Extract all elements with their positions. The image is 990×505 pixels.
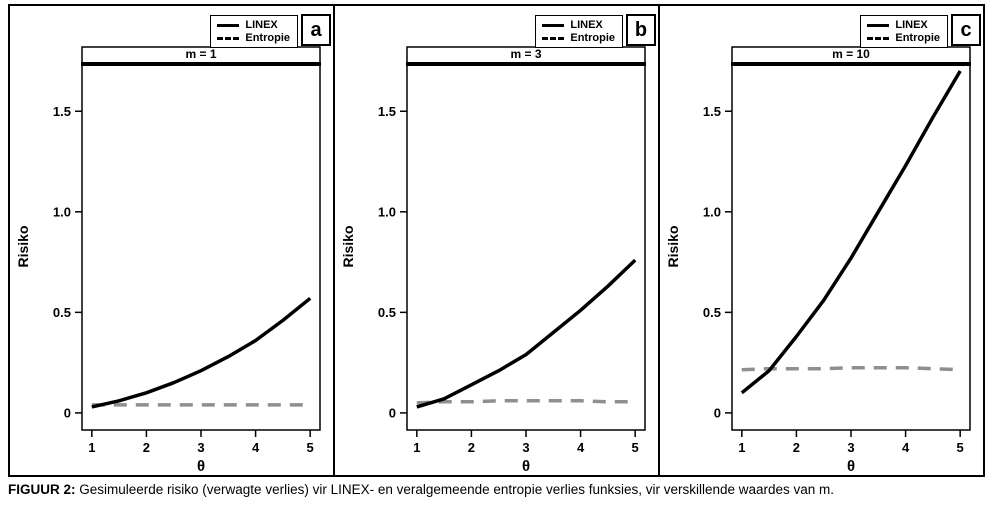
svg-text:1: 1 bbox=[738, 440, 745, 455]
svg-text:m = 3: m = 3 bbox=[510, 47, 541, 61]
legend-label: LINEX bbox=[570, 19, 603, 31]
svg-text:Risiko: Risiko bbox=[15, 225, 31, 267]
svg-text:Risiko: Risiko bbox=[665, 225, 681, 267]
svg-text:Risiko: Risiko bbox=[340, 225, 356, 267]
caption-text: Gesimuleerde risiko (verwagte verlies) v… bbox=[75, 482, 835, 497]
panel-b: m = 3 0 0.5 1.0 1.5 1 2 3 4 5 θ Risiko LINEX Entrop… bbox=[333, 6, 658, 475]
line-chart-m1: m = 1 0 0.5 1.0 1.5 1 2 3 4 5 θ Risiko bbox=[15, 46, 321, 475]
svg-text:θ: θ bbox=[197, 458, 205, 475]
legend-label: LINEX bbox=[895, 19, 928, 31]
svg-text:0: 0 bbox=[714, 405, 721, 420]
svg-text:1.5: 1.5 bbox=[703, 104, 721, 119]
svg-text:1.0: 1.0 bbox=[703, 204, 721, 219]
panel-c: m = 10 0 0.5 1.0 1.5 1 2 3 4 5 θ Risiko LINEX Entro… bbox=[658, 6, 983, 475]
legend-item-linex: LINEX bbox=[542, 19, 615, 31]
svg-text:0.5: 0.5 bbox=[703, 305, 721, 320]
svg-text:1: 1 bbox=[413, 440, 420, 455]
legend: LINEX Entropie bbox=[860, 15, 948, 48]
svg-text:5: 5 bbox=[632, 440, 639, 455]
svg-text:0.5: 0.5 bbox=[378, 305, 396, 320]
legend: LINEX Entropie bbox=[210, 15, 298, 48]
solid-line-icon bbox=[542, 23, 565, 27]
series-linex-line bbox=[740, 70, 962, 395]
svg-text:0.5: 0.5 bbox=[53, 305, 71, 320]
line-chart-m3: m = 3 0 0.5 1.0 1.5 1 2 3 4 5 θ Risiko bbox=[340, 46, 646, 475]
series-linex-line bbox=[416, 258, 637, 409]
svg-text:θ: θ bbox=[522, 458, 530, 475]
legend-item-linex: LINEX bbox=[867, 19, 940, 31]
legend-label: LINEX bbox=[245, 19, 278, 31]
svg-text:1.0: 1.0 bbox=[53, 204, 71, 219]
legend-label: Entropie bbox=[245, 32, 290, 44]
svg-text:1.5: 1.5 bbox=[53, 104, 71, 119]
dashed-line-icon bbox=[217, 36, 240, 40]
legend-item-entropie: Entropie bbox=[867, 32, 940, 44]
svg-text:0: 0 bbox=[389, 405, 396, 420]
solid-line-icon bbox=[867, 23, 890, 27]
svg-text:1.0: 1.0 bbox=[378, 204, 396, 219]
legend: LINEX Entropie bbox=[535, 15, 623, 48]
svg-text:2: 2 bbox=[468, 440, 475, 455]
svg-text:5: 5 bbox=[307, 440, 314, 455]
svg-text:4: 4 bbox=[902, 440, 910, 455]
svg-text:3: 3 bbox=[522, 440, 529, 455]
caption-label: FIGUUR 2: bbox=[8, 482, 76, 497]
figure-panels-box: m = 1 0 0.5 1.0 1.5 1 2 3 4 5 θ Risiko LINEX Entrop… bbox=[8, 4, 985, 477]
legend-label: Entropie bbox=[570, 32, 615, 44]
svg-text:4: 4 bbox=[252, 440, 260, 455]
panel-label-c: c bbox=[951, 14, 981, 46]
figure-caption: FIGUUR 2: Gesimuleerde risiko (verwagte … bbox=[8, 481, 985, 498]
solid-line-icon bbox=[217, 23, 240, 27]
legend-item-entropie: Entropie bbox=[542, 32, 615, 44]
dashed-line-icon bbox=[867, 36, 890, 40]
svg-text:3: 3 bbox=[847, 440, 854, 455]
svg-text:0: 0 bbox=[64, 405, 71, 420]
svg-text:4: 4 bbox=[577, 440, 585, 455]
series-entropie-line bbox=[416, 399, 636, 405]
series-entropie-line bbox=[741, 365, 961, 372]
panel-label-b: b bbox=[626, 14, 656, 46]
svg-text:1.5: 1.5 bbox=[378, 104, 396, 119]
svg-text:θ: θ bbox=[847, 458, 855, 475]
svg-text:5: 5 bbox=[957, 440, 964, 455]
svg-text:2: 2 bbox=[143, 440, 150, 455]
panel-label-a: a bbox=[301, 14, 331, 46]
dashed-line-icon bbox=[542, 36, 565, 40]
svg-text:m = 1: m = 1 bbox=[185, 47, 216, 61]
legend-item-linex: LINEX bbox=[217, 19, 290, 31]
series-linex-line bbox=[91, 296, 312, 409]
line-chart-m10: m = 10 0 0.5 1.0 1.5 1 2 3 4 5 θ Risiko bbox=[665, 46, 971, 475]
svg-text:3: 3 bbox=[197, 440, 204, 455]
svg-text:1: 1 bbox=[88, 440, 95, 455]
legend-item-entropie: Entropie bbox=[217, 32, 290, 44]
panel-a: m = 1 0 0.5 1.0 1.5 1 2 3 4 5 θ Risiko LINEX Entrop… bbox=[10, 6, 333, 475]
legend-label: Entropie bbox=[895, 32, 940, 44]
svg-text:2: 2 bbox=[793, 440, 800, 455]
svg-text:m = 10: m = 10 bbox=[832, 47, 870, 61]
